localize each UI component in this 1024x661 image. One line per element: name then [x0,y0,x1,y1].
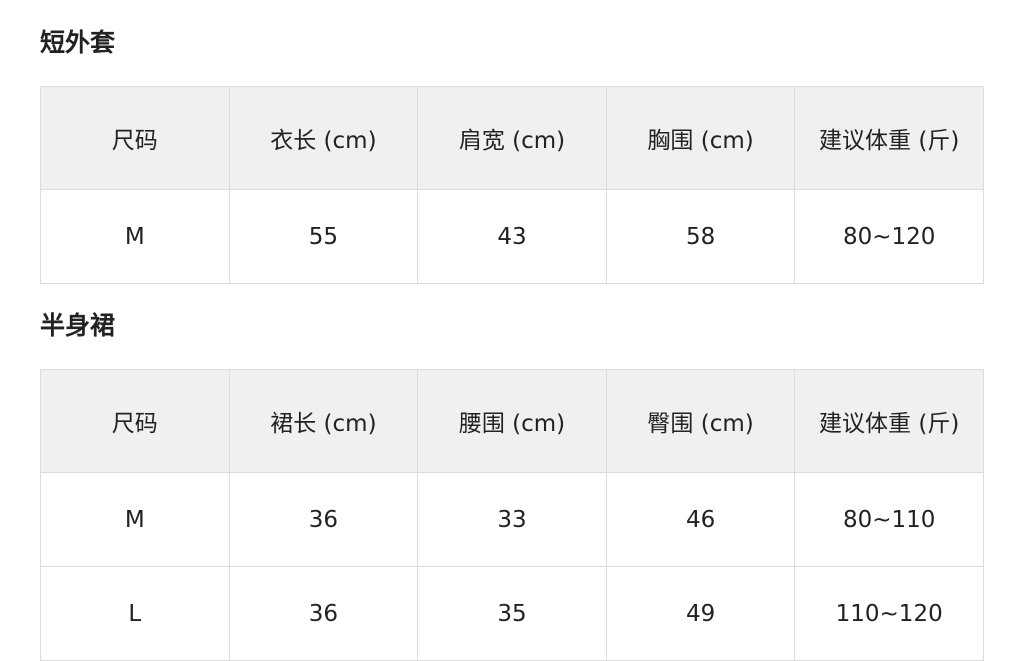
header-cell: 胸围 (cm) [605,86,796,190]
table-cell: 80~120 [794,189,984,284]
table-cell: 35 [417,566,607,661]
size-table-skirt: 尺码 裙长 (cm) 腰围 (cm) 臀围 (cm) 建议体重 (斤) M 36… [40,369,984,661]
header-cell: 衣长 (cm) [228,86,419,190]
table-cell: 58 [605,189,796,284]
table-header-row: 尺码 衣长 (cm) 肩宽 (cm) 胸围 (cm) 建议体重 (斤) [40,86,984,190]
section-title-skirt: 半身裙 [40,311,116,340]
table-cell: 33 [417,472,607,567]
table-cell: 49 [605,566,796,661]
header-cell: 建议体重 (斤) [794,369,984,473]
section-title-jacket: 短外套 [40,28,116,57]
header-cell: 建议体重 (斤) [794,86,984,190]
table-row: M 36 33 46 80~110 [40,472,984,567]
table-cell: L [40,566,230,661]
table-row: L 36 35 49 110~120 [40,566,984,661]
size-table-jacket: 尺码 衣长 (cm) 肩宽 (cm) 胸围 (cm) 建议体重 (斤) M 55… [40,86,984,284]
table-cell: M [40,472,230,567]
table-cell: 80~110 [794,472,984,567]
table-cell: 55 [228,189,419,284]
table-cell: 46 [605,472,796,567]
header-cell: 尺码 [40,369,230,473]
header-cell: 腰围 (cm) [417,369,607,473]
header-cell: 肩宽 (cm) [417,86,607,190]
table-row: M 55 43 58 80~120 [40,189,984,284]
table-header-row: 尺码 裙长 (cm) 腰围 (cm) 臀围 (cm) 建议体重 (斤) [40,369,984,473]
header-cell: 裙长 (cm) [228,369,419,473]
table-cell: 36 [228,566,419,661]
table-cell: 36 [228,472,419,567]
table-cell: M [40,189,230,284]
header-cell: 尺码 [40,86,230,190]
table-cell: 110~120 [794,566,984,661]
header-cell: 臀围 (cm) [605,369,796,473]
table-cell: 43 [417,189,607,284]
